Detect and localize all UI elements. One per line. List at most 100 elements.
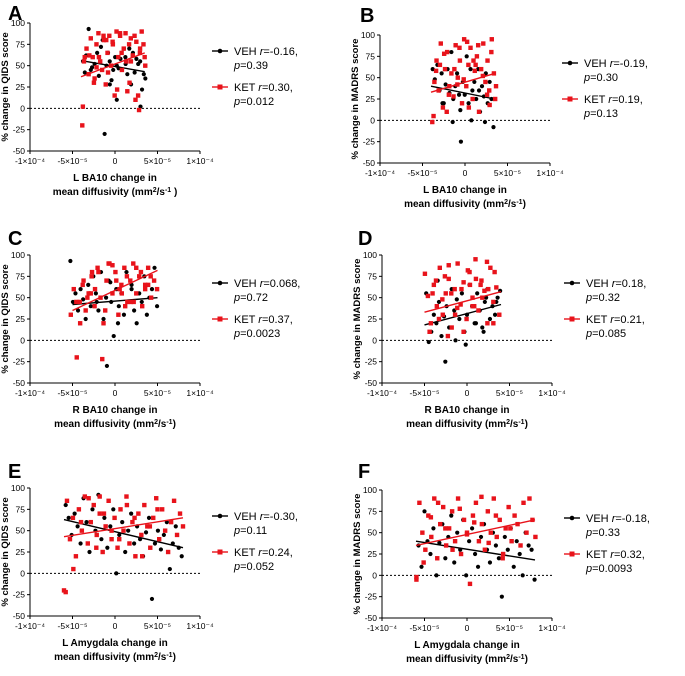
data-point-veh	[108, 524, 113, 529]
data-point-ket	[431, 282, 437, 288]
legend-text: KET	[234, 547, 258, 559]
data-point-ket	[468, 45, 473, 50]
data-point-ket	[489, 49, 494, 55]
data-point-veh	[117, 532, 122, 538]
data-point-ket	[450, 547, 455, 552]
data-point-ket	[74, 355, 79, 360]
data-point-ket	[508, 526, 513, 531]
data-point-ket	[90, 54, 95, 60]
data-point-ket	[492, 269, 497, 275]
x-tick-label: 0	[113, 621, 118, 631]
data-point-ket	[100, 549, 105, 555]
data-point-veh	[517, 551, 522, 557]
y-tick-label: 100	[363, 485, 377, 495]
data-point-ket	[470, 295, 475, 300]
data-point-veh	[430, 67, 435, 72]
data-point-veh	[496, 556, 501, 561]
data-point-ket	[435, 556, 440, 561]
data-point-ket	[76, 507, 82, 512]
data-point-veh	[141, 72, 146, 77]
x-label-text: )	[523, 199, 526, 210]
x-tick-label: 0	[113, 388, 118, 398]
data-point-ket	[485, 321, 490, 326]
data-point-ket	[466, 62, 471, 68]
data-point-veh	[88, 67, 93, 73]
data-point-ket	[142, 54, 147, 60]
data-point-ket	[461, 37, 467, 42]
data-point-veh	[422, 509, 427, 514]
data-point-ket	[85, 295, 90, 300]
y-tick-label: 100	[361, 30, 375, 40]
data-point-ket	[437, 62, 443, 68]
data-point-veh	[144, 312, 149, 317]
data-point-veh	[88, 304, 93, 309]
y-tick-label: 75	[16, 39, 26, 49]
legend-text: KET	[234, 82, 258, 94]
data-point-ket	[71, 286, 76, 292]
data-point-ket	[142, 286, 148, 292]
legend-veh-p: p=0.39	[233, 60, 268, 72]
x-axis-label-line1: R BA10 change in	[424, 405, 509, 416]
x-tick-label: -1×10⁻⁴	[365, 168, 395, 178]
legend-ket-p: p=0.13	[583, 108, 618, 120]
data-point-ket	[503, 526, 508, 531]
data-point-ket	[476, 109, 482, 114]
y-tick-label: -25	[365, 592, 378, 602]
data-point-veh	[114, 571, 119, 576]
data-point-ket	[89, 274, 94, 279]
data-point-ket	[472, 68, 477, 74]
data-point-veh	[109, 78, 114, 83]
series-ket	[68, 261, 160, 362]
series-ket	[430, 37, 499, 125]
data-point-ket	[451, 94, 456, 99]
data-point-ket	[446, 276, 451, 282]
data-point-ket	[487, 88, 492, 93]
legend-ket-marker	[567, 96, 573, 102]
data-point-veh	[105, 545, 110, 550]
data-point-veh	[143, 530, 149, 535]
data-point-veh	[173, 524, 178, 529]
legend-text: =0.37,	[262, 314, 293, 326]
data-point-ket	[103, 82, 108, 87]
x-axis-label-line2: mean diffusivity (mm2/s-1 )	[53, 187, 178, 199]
legend-r-symbol: r	[612, 278, 617, 290]
x-tick-label: 0	[113, 156, 118, 166]
data-point-ket	[470, 96, 475, 102]
data-point-ket	[88, 519, 93, 525]
data-point-veh	[111, 507, 116, 512]
legend-veh-label: VEH r=0.18,	[586, 278, 646, 290]
data-point-ket	[494, 534, 499, 540]
data-point-ket	[480, 295, 485, 300]
data-point-veh	[532, 577, 537, 582]
x-tick-label: 1×10⁻⁴	[538, 623, 566, 633]
data-point-veh	[464, 573, 469, 578]
data-point-ket	[452, 66, 457, 72]
fit-line-ket	[63, 517, 184, 538]
x-tick-label: -1×10⁻⁴	[15, 621, 45, 631]
data-point-veh	[86, 26, 91, 32]
data-point-ket	[461, 280, 466, 285]
data-point-ket	[80, 104, 86, 109]
y-tick-label: 75	[368, 271, 378, 281]
legend-text: =0.012	[240, 96, 274, 108]
data-point-ket	[443, 543, 449, 548]
data-point-ket	[154, 286, 160, 292]
legend-veh-label: VEH r=-0.16,	[234, 46, 298, 58]
panel-b: B -50 -25 0 25 50 75 100 -1×10⁻⁴ -5×10⁻⁵ 0 5×10⁻⁵ 1×…	[350, 5, 648, 210]
data-point-veh	[493, 543, 498, 548]
data-point-ket	[74, 299, 79, 305]
fit-line-ket	[80, 52, 145, 78]
data-point-veh	[167, 566, 172, 572]
data-point-ket	[426, 513, 431, 518]
data-point-ket	[478, 282, 483, 288]
data-point-ket	[134, 39, 139, 44]
data-point-veh	[439, 333, 444, 339]
legend-text: KET	[584, 94, 608, 106]
data-point-ket	[446, 92, 452, 97]
data-point-ket	[443, 526, 448, 531]
data-point-ket	[89, 269, 95, 275]
data-point-ket	[105, 70, 111, 75]
data-point-ket	[452, 312, 458, 317]
y-axis-label: % change in MADRS score	[352, 259, 363, 380]
data-point-ket	[484, 259, 490, 265]
